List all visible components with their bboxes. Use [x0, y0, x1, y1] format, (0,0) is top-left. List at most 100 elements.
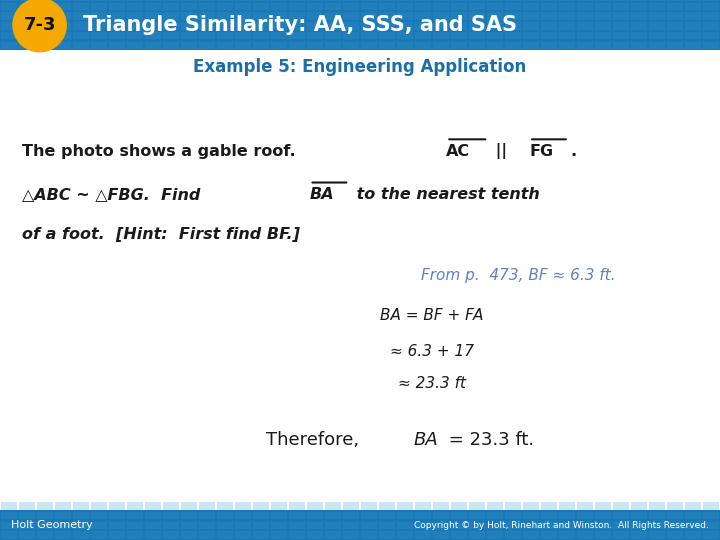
Bar [19, 42, 35, 49]
Bar [433, 512, 449, 519]
Bar [451, 32, 467, 39]
Bar [199, 32, 215, 39]
Bar [379, 12, 395, 20]
Bar [181, 531, 197, 539]
Bar [577, 502, 593, 510]
Bar [559, 32, 575, 39]
Bar [127, 3, 143, 10]
Bar [361, 502, 377, 510]
Bar [325, 512, 341, 519]
Bar [253, 42, 269, 49]
Bar [397, 512, 413, 519]
Bar [145, 522, 161, 529]
Text: Example 5: Engineering Application: Example 5: Engineering Application [194, 58, 526, 77]
Bar [433, 502, 449, 510]
Bar [73, 531, 89, 539]
Bar [649, 3, 665, 10]
Bar [289, 522, 305, 529]
Bar [379, 32, 395, 39]
Bar [667, 502, 683, 510]
Bar [703, 522, 719, 529]
Bar [469, 42, 485, 49]
Bar [505, 12, 521, 20]
Bar [631, 42, 647, 49]
Bar [631, 3, 647, 10]
Bar [199, 502, 215, 510]
Bar [631, 502, 647, 510]
Bar [145, 531, 161, 539]
Bar [19, 32, 35, 39]
Text: BA: BA [414, 431, 438, 449]
Bar [271, 512, 287, 519]
Bar [703, 12, 719, 20]
Bar [325, 22, 341, 30]
Bar [37, 522, 53, 529]
Bar [19, 22, 35, 30]
Bar [667, 512, 683, 519]
Bar [595, 22, 611, 30]
Bar [451, 12, 467, 20]
Bar [595, 531, 611, 539]
Bar [217, 512, 233, 519]
Bar [433, 522, 449, 529]
Text: The photo shows a gable roof.: The photo shows a gable roof. [22, 144, 301, 159]
Bar [1, 42, 17, 49]
Bar [361, 522, 377, 529]
Bar [55, 42, 71, 49]
Bar [469, 512, 485, 519]
Bar [199, 522, 215, 529]
Bar [487, 32, 503, 39]
Bar [541, 12, 557, 20]
Text: △ABC ~ △FBG.  Find: △ABC ~ △FBG. Find [22, 187, 206, 202]
Bar [109, 32, 125, 39]
Bar [163, 42, 179, 49]
Text: BA: BA [310, 187, 334, 202]
Bar [235, 531, 251, 539]
Bar [667, 32, 683, 39]
Bar [649, 42, 665, 49]
Bar [451, 502, 467, 510]
Bar [361, 531, 377, 539]
Bar [361, 512, 377, 519]
Bar [703, 512, 719, 519]
Bar [217, 42, 233, 49]
Bar [271, 32, 287, 39]
Bar [91, 12, 107, 20]
Bar [487, 22, 503, 30]
Bar [289, 12, 305, 20]
Bar [505, 22, 521, 30]
Bar [307, 32, 323, 39]
Bar [55, 512, 71, 519]
Bar [523, 22, 539, 30]
Bar [613, 12, 629, 20]
Bar [307, 522, 323, 529]
Bar [577, 22, 593, 30]
Bar [379, 522, 395, 529]
Bar [145, 12, 161, 20]
Bar [91, 531, 107, 539]
Text: 7-3: 7-3 [23, 16, 56, 34]
Bar [253, 502, 269, 510]
Bar [37, 531, 53, 539]
Bar [631, 12, 647, 20]
Bar [451, 22, 467, 30]
Bar [523, 12, 539, 20]
Bar [433, 42, 449, 49]
Bar [253, 12, 269, 20]
Bar [361, 42, 377, 49]
Text: FG: FG [529, 144, 554, 159]
Bar [433, 32, 449, 39]
Text: Copyright © by Holt, Rinehart and Winston.  All Rights Reserved.: Copyright © by Holt, Rinehart and Winsto… [414, 521, 709, 530]
Bar [1, 32, 17, 39]
Bar [289, 502, 305, 510]
Bar [0, 510, 720, 540]
Bar [163, 512, 179, 519]
Bar [145, 512, 161, 519]
Bar [667, 22, 683, 30]
Bar [649, 512, 665, 519]
Bar [73, 12, 89, 20]
Bar [19, 512, 35, 519]
Bar [685, 32, 701, 39]
Bar [289, 531, 305, 539]
Bar [109, 42, 125, 49]
